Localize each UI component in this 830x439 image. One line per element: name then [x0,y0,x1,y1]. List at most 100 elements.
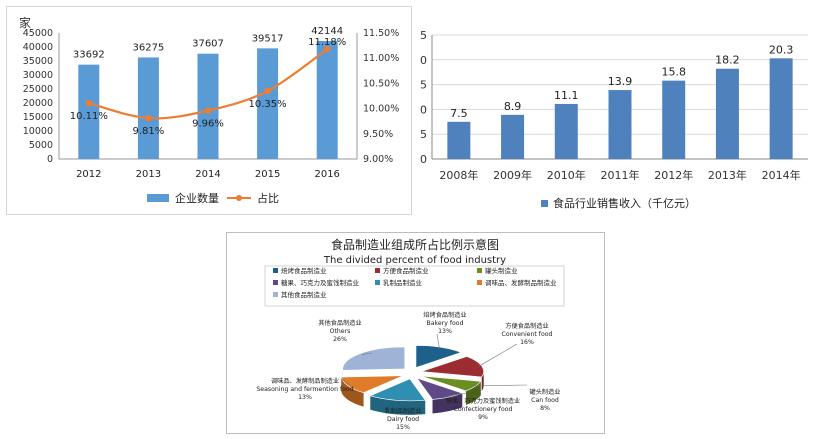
y-tick-label: 15000 [23,112,53,123]
x-tick-label: 2012年 [654,168,693,182]
pie-label-pct: 16% [520,339,534,346]
pie-slice-0 [415,345,463,368]
pie-slice-5 [340,375,404,393]
pie-leader-line [396,396,414,400]
x-tick-label: 2015 [255,169,280,180]
pie-legend-label: 焙烤食品制造业 [281,266,327,275]
share-point-2012 [85,99,93,107]
y-tick-label: 25000 [23,84,53,95]
bar-data-label: 39517 [252,33,284,44]
bar-data-label: 37607 [192,39,224,50]
food-industry-composition-canvas: 食品制造业组成所占比例示意图 The divided percent of foo… [256,237,565,431]
y-tick-label: 25 [420,29,427,42]
legend-label-enterprise-count: 企业数量 [175,191,219,205]
x-tick-label: 2014 [195,169,220,180]
x-tick-label: 2010年 [547,168,586,182]
y-axis-label: 家 [19,15,31,30]
pie-label-pct: 13% [438,328,452,335]
pie-leader-line [436,333,440,349]
bar-data-label: 13.9 [608,75,633,88]
y-tick-label: 35000 [23,56,53,67]
pie-legend-swatch [375,268,380,273]
pie-legend-swatch [375,280,380,285]
pie-leader-line [447,392,468,397]
y2-tick-label: 9.00% [363,154,393,165]
pie-slice-side [341,377,364,407]
pie-label-pct: 13% [298,394,312,401]
y-tick-label: 10000 [23,126,53,137]
pie-subtitle: The divided percent of food industry [323,255,506,266]
y-tick-label: 45000 [23,28,53,39]
bar-data-label: 20.3 [769,43,794,56]
pie-leader-line [478,343,518,367]
bar-data-label: 15.8 [661,66,686,79]
share-point-2016 [324,45,331,53]
bar-data-label: 11.1 [554,89,579,102]
pie-legend-label: 调味品、发酵制品制造业 [485,278,557,287]
pie-legend-label: 方便食品制造业 [383,266,429,275]
legend-label-share: 占比 [257,191,279,205]
bar-data-label: 36275 [132,42,164,53]
pie-legend-swatch [273,268,278,273]
pie-label-cn: 方便食品制造业 [505,322,548,330]
pie-label-pct: 9% [478,414,488,421]
y2-tick-label: 9.50% [363,129,393,140]
y-tick-label: 5 [420,128,427,141]
pie-label-cn: 焙烤食品制造业 [423,311,466,319]
y2-tick-label: 10.00% [363,104,399,115]
pie-legend-label: 糖果、巧克力及蜜饯制造业 [281,278,360,287]
legend-label-sales: 食品行业销售收入（千亿元） [553,196,696,210]
bar-2009年 [501,114,525,159]
enterprise-count-chart: 家 0 5000 10000 15000 20000 25000 30000 35000 4000… [6,6,412,215]
x-tick-label: 2012 [76,169,101,180]
x-tick-label: 2011年 [601,168,640,182]
pie-label-cn: 其他食品制造业 [318,319,361,327]
pie-label-cn: 调味品、发酵制品制造业 [271,377,339,385]
share-point-2015 [264,87,271,95]
pie-label-en: Confectionery food [454,406,513,413]
legend-marker-share [236,195,242,201]
pie-label-en: Dairy food [387,416,419,423]
food-industry-sales-chart-canvas: 0 5 10 15 20 25 7.5 2008年 8.9 2009年 11.1 2010年 13.9 2… [420,29,808,210]
pie-leader-line [361,352,373,355]
y-tick-label: 20 [420,54,427,67]
bar-2013年 [715,68,739,159]
y-tick-label: 20000 [23,98,53,109]
y-tick-label: 30000 [23,70,53,81]
bar-2014 [197,53,219,159]
bar-2015 [257,48,279,159]
pie-legend-label: 其他食品制造业 [281,290,327,299]
pie-label-cn: 乳制品制造业 [384,407,421,415]
y-tick-label: 0 [47,154,53,165]
x-tick-label: 2008年 [439,168,478,182]
pie-leader-line [340,378,351,386]
x-tick-label: 2013年 [708,168,747,182]
pie-slice-side [465,381,481,405]
x-tick-label: 2016 [314,169,339,180]
pie-legend-label: 罐头制造业 [485,266,518,275]
pie-slice-1 [421,356,484,378]
bar-2011年 [608,90,632,159]
pie-legend-swatch [477,280,482,285]
bar-2013 [137,57,159,159]
pie-label-cn: 罐头制造业 [530,388,561,396]
y2-tick-label: 10.50% [363,78,399,89]
y2-tick-label: 11.50% [363,28,399,39]
bar-2014年 [769,58,793,160]
y-tick-label: 0 [420,153,427,166]
share-data-label: 9.81% [133,126,165,137]
share-point-2014 [204,107,212,114]
share-point-2013 [145,114,152,122]
share-data-label: 10.11% [70,111,108,122]
pie-label-en: Can food [531,397,559,404]
share-data-label: 9.96% [192,119,224,130]
enterprise-count-chart-canvas: 家 0 5000 10000 15000 20000 25000 30000 35000 4000… [19,15,399,205]
pie-label-pct: 8% [540,405,550,412]
y-tick-label: 10 [420,103,427,116]
pie-label-en: Seasoning and fermention food [256,386,353,393]
bar-data-label: 18.2 [715,54,740,67]
bar-2012年 [662,80,686,159]
bar-data-label: 42144 [311,26,343,37]
bar-2010年 [554,103,578,159]
bar-data-label: 8.9 [504,100,522,113]
